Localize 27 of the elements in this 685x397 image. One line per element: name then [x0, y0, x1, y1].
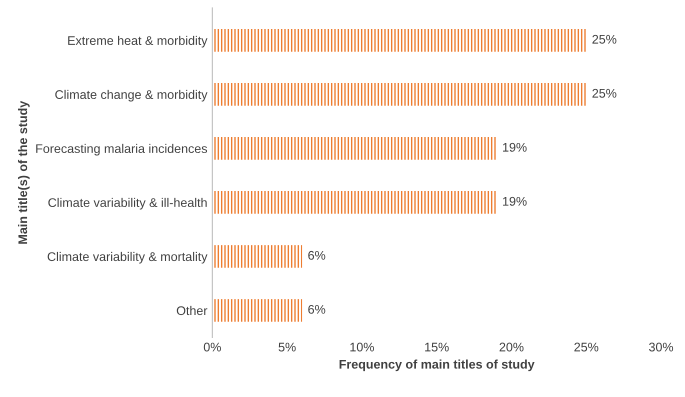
- bar: [212, 245, 302, 268]
- y-tick-label: Climate change & morbidity: [55, 90, 208, 102]
- bar: [212, 29, 586, 52]
- data-label: 25%: [592, 34, 616, 44]
- y-tick-label: Climate variability & mortality: [48, 252, 208, 264]
- x-tick-label: 30%: [648, 342, 674, 352]
- x-axis-title: Frequency of main titles of study: [340, 360, 535, 372]
- y-tick-label: Forecasting malaria incidences: [36, 144, 208, 156]
- x-tick-label: 0%: [204, 342, 221, 352]
- x-tick-label: 20%: [500, 342, 524, 352]
- bar: [212, 137, 497, 160]
- data-label: 25%: [592, 88, 616, 98]
- bar: [212, 83, 586, 106]
- bar: [212, 191, 497, 214]
- x-tick-label: 15%: [425, 342, 449, 352]
- y-tick-label: Climate variability & ill-health: [48, 198, 207, 210]
- x-tick-label: 25%: [574, 342, 598, 352]
- data-label: 6%: [308, 304, 326, 314]
- y-tick-label: Extreme heat & morbidity: [68, 36, 208, 48]
- data-label: 19%: [503, 196, 527, 206]
- x-tick-label: 5%: [278, 342, 296, 352]
- x-tick-label: 10%: [350, 342, 374, 352]
- bar: [212, 299, 302, 322]
- data-label: 19%: [503, 142, 527, 152]
- y-tick-label: Other: [176, 306, 208, 316]
- data-label: 6%: [308, 250, 326, 260]
- y-axis-title: Main title(s) of the study: [18, 100, 30, 244]
